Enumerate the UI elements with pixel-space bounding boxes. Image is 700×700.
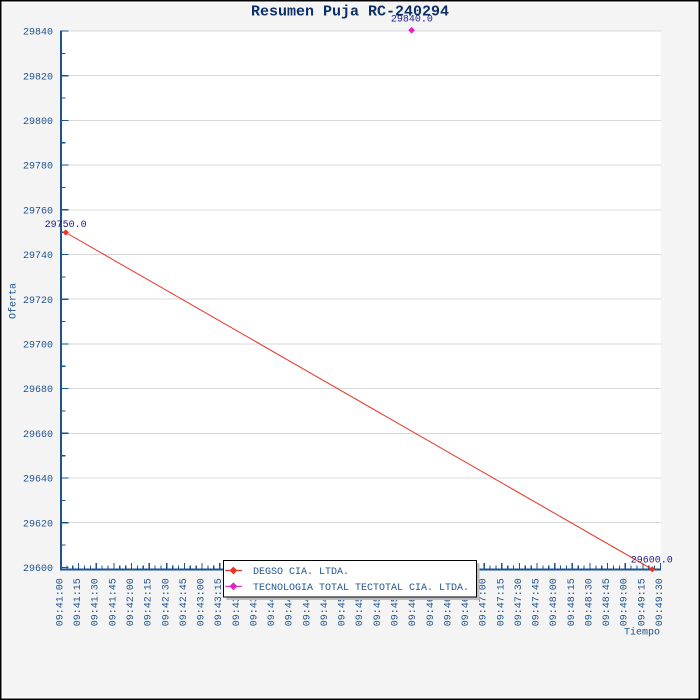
svg-text:09:42:00: 09:42:00 [126,578,137,626]
svg-text:09:49:15: 09:49:15 [637,578,648,626]
svg-text:09:43:30: 09:43:30 [232,578,243,626]
svg-text:09:46:15: 09:46:15 [426,578,437,626]
svg-text:09:41:45: 09:41:45 [108,578,119,626]
svg-text:09:42:45: 09:42:45 [179,578,190,626]
svg-text:Resumen Puja RC-240294: Resumen Puja RC-240294 [251,4,449,21]
svg-text:09:46:30: 09:46:30 [443,578,454,626]
svg-text:29800: 29800 [23,117,53,128]
svg-text:09:45:45: 09:45:45 [391,578,402,626]
svg-text:09:44:00: 09:44:00 [267,578,278,626]
svg-text:09:41:30: 09:41:30 [91,578,102,626]
svg-text:09:45:00: 09:45:00 [338,578,349,626]
svg-text:09:41:00: 09:41:00 [56,578,67,626]
svg-text:29840: 29840 [23,28,53,39]
svg-text:09:47:45: 09:47:45 [532,578,543,626]
svg-text:Tiempo: Tiempo [624,627,660,639]
svg-text:29740: 29740 [23,251,53,262]
svg-text:29700: 29700 [23,341,53,352]
svg-text:09:46:00: 09:46:00 [408,578,419,626]
svg-text:29680: 29680 [23,385,53,396]
svg-text:09:44:15: 09:44:15 [285,578,296,626]
svg-text:29840.0: 29840.0 [391,15,433,26]
svg-text:09:41:15: 09:41:15 [73,578,84,626]
svg-text:09:47:00: 09:47:00 [479,578,490,626]
svg-text:09:47:30: 09:47:30 [514,578,525,626]
svg-text:29600: 29600 [23,564,53,575]
svg-text:29620: 29620 [23,519,53,530]
svg-text:09:45:30: 09:45:30 [373,578,384,626]
svg-text:29660: 29660 [23,430,53,441]
svg-text:09:48:45: 09:48:45 [602,578,613,626]
svg-text:09:48:15: 09:48:15 [567,578,578,626]
svg-text:09:42:30: 09:42:30 [161,578,172,626]
svg-text:09:42:15: 09:42:15 [144,578,155,626]
svg-text:09:45:15: 09:45:15 [355,578,366,626]
svg-text:09:43:15: 09:43:15 [214,578,225,626]
svg-text:29640: 29640 [23,475,53,486]
svg-text:09:49:00: 09:49:00 [620,578,631,626]
svg-text:Oferta: Oferta [8,283,20,319]
svg-text:29600.0: 29600.0 [631,555,673,566]
svg-text:09:43:00: 09:43:00 [197,578,208,626]
svg-text:09:44:30: 09:44:30 [302,578,313,626]
svg-text:29720: 29720 [23,296,53,307]
svg-text:09:43:45: 09:43:45 [249,578,260,626]
svg-text:09:46:45: 09:46:45 [461,578,472,626]
svg-text:29750.0: 29750.0 [45,220,87,231]
svg-text:29780: 29780 [23,162,53,173]
svg-text:29820: 29820 [23,72,53,83]
svg-text:09:48:00: 09:48:00 [549,578,560,626]
svg-text:09:44:45: 09:44:45 [320,578,331,626]
svg-text:TECNOLOGIA TOTAL TECTOTAL CIA.: TECNOLOGIA TOTAL TECTOTAL CIA. LTDA. [253,583,469,594]
svg-text:09:47:15: 09:47:15 [496,578,507,626]
svg-text:09:48:30: 09:48:30 [584,578,595,626]
svg-text:09:49:30: 09:49:30 [655,578,666,626]
svg-text:29760: 29760 [23,206,53,217]
svg-text:DEGSO CIA. LTDA.: DEGSO CIA. LTDA. [253,567,349,578]
